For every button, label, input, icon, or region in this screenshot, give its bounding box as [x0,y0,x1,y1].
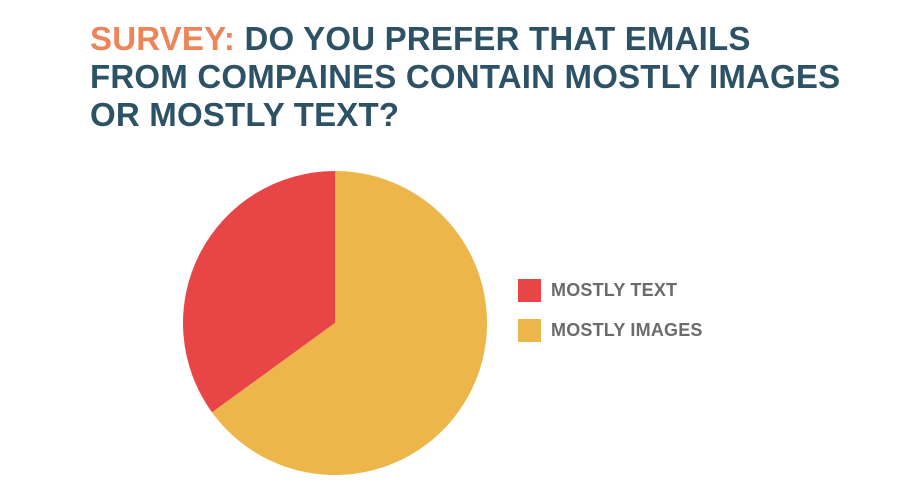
title-text: DO YOU PREFER THAT EMAILS FROM COMPAINES… [90,20,841,133]
legend-label-mostly-text: MOSTLY TEXT [551,279,678,300]
legend-item-mostly-images: MOSTLY IMAGES [518,318,703,342]
legend: MOSTLY TEXT MOSTLY IMAGES [518,278,703,358]
legend-swatch-mostly-text [518,278,541,302]
title-prefix: SURVEY: [90,20,236,57]
legend-label-mostly-images: MOSTLY IMAGES [551,319,703,340]
pie-slice-mostly-text [183,171,335,413]
pie-slices [183,171,488,475]
chart-title: SURVEY: DO YOU PREFER THAT EMAILS FROM C… [90,20,850,134]
pie-slice-mostly-images [212,171,488,475]
legend-item-mostly-text: MOSTLY TEXT [518,278,703,302]
legend-swatch-mostly-images [518,318,541,342]
